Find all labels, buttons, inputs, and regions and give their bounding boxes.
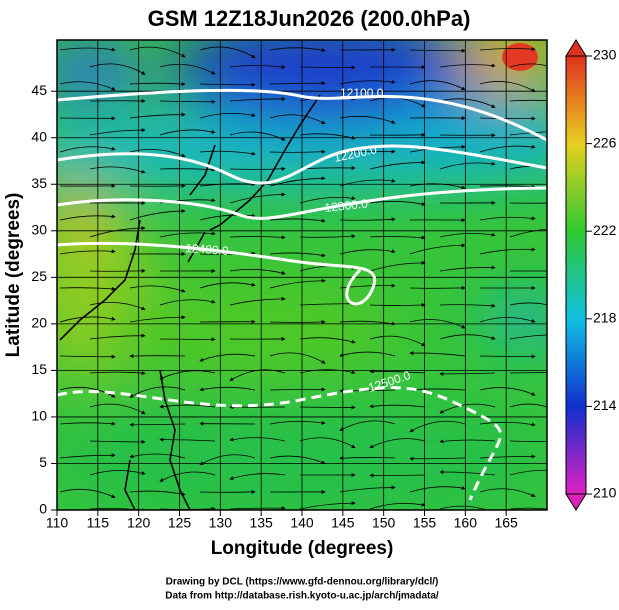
x-tick-label: 115 (87, 515, 110, 531)
colorbar-tick-label: 226 (593, 134, 617, 150)
x-tick-label: 140 (290, 515, 314, 531)
x-tick-label: 135 (249, 515, 273, 531)
x-axis-label: Longitude (degrees) (211, 538, 394, 559)
x-tick-label: 110 (46, 515, 69, 531)
y-tick-label: 15 (31, 361, 47, 377)
x-tick-label: 130 (209, 515, 233, 531)
colorbar: 210 214 218 222 226 230 (566, 40, 617, 510)
x-tick-label: 120 (127, 515, 151, 531)
title: GSM 12Z18Jun2026 (200.0hPa) (148, 6, 471, 31)
x-tick-label: 145 (331, 515, 355, 531)
y-tick-label: 20 (31, 315, 47, 331)
y-tick-label: 10 (31, 408, 47, 424)
colorbar-tick-label: 218 (593, 310, 617, 326)
y-tick-label: 45 (31, 82, 47, 98)
credit: Drawing by DCL (https://www.gfd-dennou.o… (166, 577, 439, 588)
y-tick-label: 40 (31, 128, 47, 144)
x-tick-label: 155 (413, 515, 437, 531)
y-tick-label: 5 (39, 454, 47, 470)
colorbar-extend-top (566, 40, 586, 56)
field: 12100.0 12200.0 12300.0 12400.0 12500.0 (0, 15, 600, 520)
y-tick-label: 0 (39, 501, 47, 517)
y-axis-label: Latitude (degrees) (3, 193, 24, 358)
colorbar-tick-label: 222 (593, 222, 617, 238)
contour-label: 12100.0 (340, 86, 384, 100)
colorbar-tick-label: 230 (593, 47, 617, 63)
x-tick-label: 125 (168, 515, 192, 531)
x-tick-label: 165 (494, 515, 518, 531)
y-tick-label: 30 (31, 221, 47, 237)
y-tick-label: 25 (31, 268, 47, 284)
colorbar-tick-label: 214 (593, 397, 617, 413)
credit: Data from http://database.rish.kyoto-u.a… (165, 591, 439, 602)
y-tick-label: 35 (31, 175, 47, 191)
x-tick-label: 150 (372, 515, 396, 531)
x-tick-label: 160 (454, 515, 478, 531)
colorbar-tick-label: 210 (593, 485, 617, 501)
colorbar-extend-bottom (566, 494, 586, 510)
colorbar-bar (566, 56, 586, 494)
